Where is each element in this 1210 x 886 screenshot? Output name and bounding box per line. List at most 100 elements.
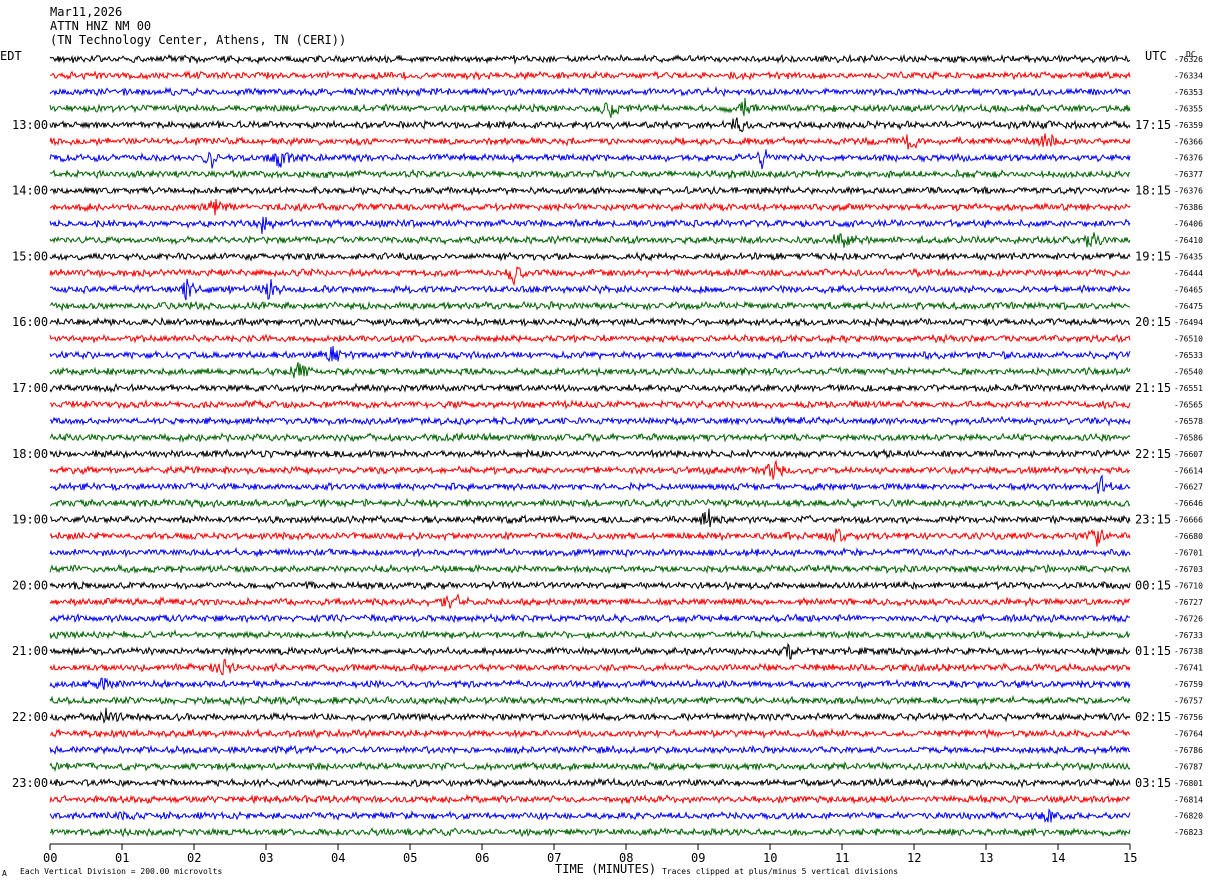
trace-row [49,345,1131,363]
dc-offset-label: -76627 [1174,483,1203,492]
left-hour-labels: 13:00 14:00 15:00 16:00 17:00 18:00 19:00 20:00… [12,118,48,790]
trace-row [49,333,1131,345]
trace-row [49,448,1131,460]
right-hour-label: 21:15 [1135,381,1171,395]
right-hour-label: 02:15 [1135,710,1171,724]
right-hour-label: 00:15 [1135,578,1171,592]
dc-offset-label: -76646 [1174,499,1203,508]
left-hour-label: 20:00 [12,578,48,592]
dc-offset-label: -76475 [1174,302,1203,311]
trace-row [49,642,1131,660]
trace-row [49,149,1131,170]
trace-row [49,563,1131,575]
clip-note: Traces clipped at plus/minus 5 vertical … [662,867,898,876]
dc-offset-label: -76366 [1174,137,1203,146]
dc-offset-label: -76786 [1174,746,1203,755]
left-timezone-label: EDT [0,49,22,63]
dc-offset-label: -76377 [1174,170,1203,179]
trace-row [49,97,1131,118]
trace-row [49,459,1131,480]
dc-offset-label: -76820 [1174,812,1203,821]
x-tick-label: 01 [115,851,129,865]
dc-offset-label: -76444 [1174,269,1203,278]
trace-row [49,382,1131,394]
dc-offset-label: -76801 [1174,779,1203,788]
x-tick-label: 03 [259,851,273,865]
right-hour-label: 01:15 [1135,644,1171,658]
trace-row [49,546,1131,559]
x-tick-label: 06 [475,851,489,865]
trace-row [49,694,1131,707]
x-tick-label: 14 [1051,851,1065,865]
right-hour-label: 20:15 [1135,315,1171,329]
trace-row [49,431,1131,443]
dc-offset-label: -76540 [1174,368,1203,377]
dc-offset-label: -76756 [1174,713,1203,722]
trace-row [49,265,1131,287]
dc-offset-label: -76701 [1174,549,1203,558]
trace-row [49,117,1131,133]
dc-offset-label: -76733 [1174,631,1203,640]
dc-offset-label: -76823 [1174,828,1203,837]
corner-mark: A [2,869,7,878]
right-hour-label: 19:15 [1135,249,1171,263]
trace-row [49,398,1131,410]
x-tick-label: 04 [331,851,345,865]
header-station: ATTN HNZ NM 00 [50,19,151,33]
left-hour-label: 16:00 [12,315,48,329]
dc-offset-label: -76551 [1174,384,1203,393]
left-hour-label: 22:00 [12,710,48,724]
trace-row [49,793,1131,805]
trace-row [49,612,1131,624]
dc-offset-label: -76494 [1174,318,1203,327]
dc-offset-label: -76764 [1174,729,1203,738]
trace-row [49,415,1131,427]
trace-row [49,760,1131,773]
x-tick-label: 05 [403,851,417,865]
trace-row [49,497,1131,509]
dc-header-label: DC [1186,50,1196,59]
x-tick-label: 07 [547,851,561,865]
dc-offset-label: -76376 [1174,154,1203,163]
right-hour-label: 22:15 [1135,447,1171,461]
left-hour-label: 19:00 [12,513,48,527]
x-tick-label: 15 [1123,851,1137,865]
dc-offset-label: -76334 [1174,71,1203,80]
dc-offset-label: -76359 [1174,121,1203,130]
left-hour-label: 18:00 [12,447,48,461]
x-tick-label: 09 [691,851,705,865]
trace-row [49,133,1131,150]
left-hour-label: 21:00 [12,644,48,658]
trace-row [49,593,1131,609]
right-hour-label: 17:15 [1135,118,1171,132]
trace-row [49,278,1131,301]
left-hour-label: 14:00 [12,184,48,198]
trace-row [49,199,1131,216]
trace-row [49,70,1131,82]
dc-offset-label: -76376 [1174,187,1203,196]
right-hour-label: 18:15 [1135,184,1171,198]
trace-row [49,528,1131,547]
trace-row [49,827,1131,838]
dc-offset-label: -76757 [1174,697,1203,706]
dc-offset-label: -76533 [1174,351,1203,360]
scale-note: Each Vertical Division = 200.00 microvol… [20,867,222,876]
right-hour-labels: 17:15 18:15 19:15 20:15 21:15 22:15 23:15 00:15… [1135,118,1171,790]
dc-offset-label: -76578 [1174,417,1203,426]
x-tick-label: 08 [619,851,633,865]
x-tick-label: 02 [187,851,201,865]
trace-row [49,251,1131,262]
x-tick-label: 10 [763,851,777,865]
left-hour-label: 15:00 [12,249,48,263]
trace-row [49,474,1131,494]
trace-row [49,727,1131,739]
dc-offset-label: -76410 [1174,236,1203,245]
x-axis-title: TIME (MINUTES) [555,862,656,876]
dc-offset-label: -76510 [1174,335,1203,344]
trace-row [49,808,1131,823]
dc-offset-label: -76565 [1174,400,1203,409]
header-location: (TN Technology Center, Athens, TN (CERI)… [50,33,346,47]
x-tick-label: 13 [979,851,993,865]
left-hour-label: 23:00 [12,776,48,790]
